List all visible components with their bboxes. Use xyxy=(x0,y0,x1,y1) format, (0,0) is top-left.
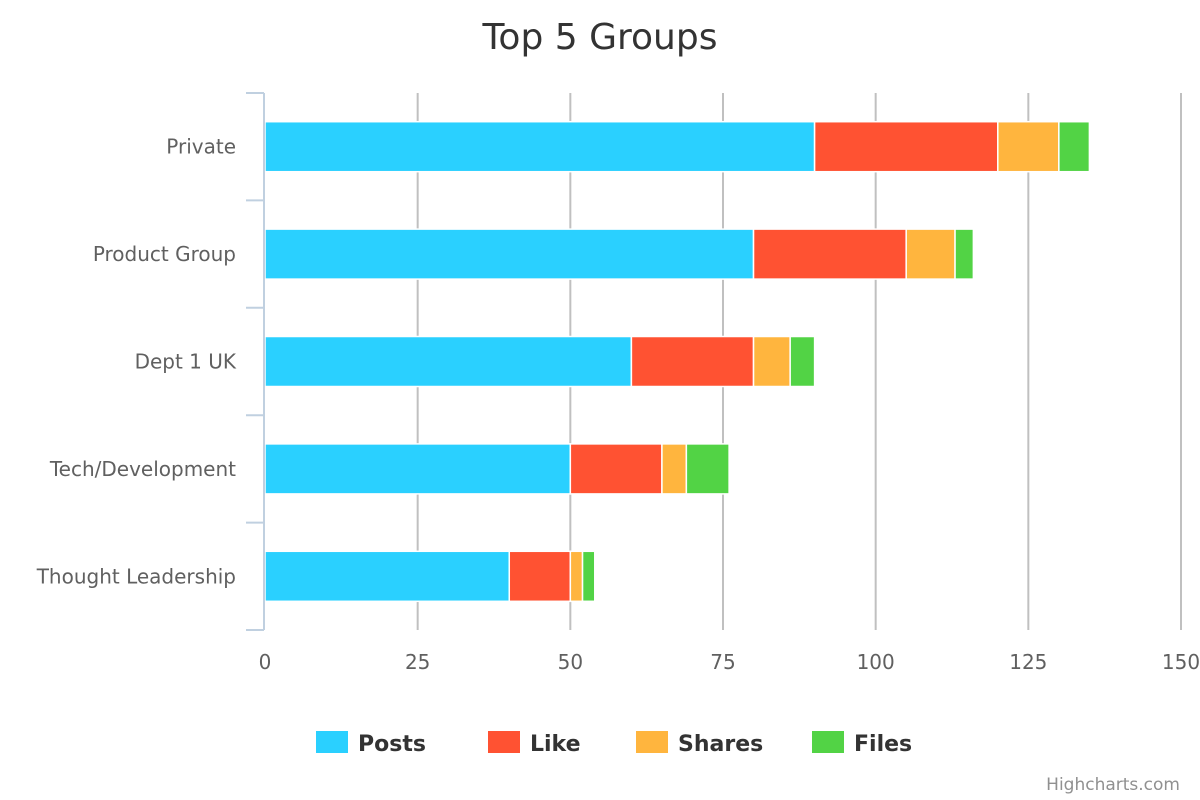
bar-posts[interactable] xyxy=(264,550,511,603)
bar-like[interactable] xyxy=(630,335,755,388)
bar-files[interactable] xyxy=(954,228,975,280)
bar-files[interactable] xyxy=(581,550,596,603)
bar-shares[interactable] xyxy=(752,335,791,388)
bar-shares[interactable] xyxy=(569,550,584,603)
bar-like[interactable] xyxy=(813,120,999,173)
bar-like[interactable] xyxy=(752,228,907,280)
bars xyxy=(264,120,1091,603)
tick-label: 25 xyxy=(405,650,430,674)
bar-shares[interactable] xyxy=(661,443,688,495)
bar-posts[interactable] xyxy=(264,443,572,495)
legend-swatch xyxy=(812,731,844,753)
bar-like[interactable] xyxy=(508,550,572,603)
tick-label: 150 xyxy=(1162,650,1200,674)
tick-label: 100 xyxy=(857,650,895,674)
bar-posts[interactable] xyxy=(264,120,816,173)
bar-files[interactable] xyxy=(685,443,730,495)
legend-item-posts[interactable]: Posts xyxy=(316,731,426,757)
category-label: Thought Leadership xyxy=(36,564,236,588)
legend-item-shares[interactable]: Shares xyxy=(636,731,763,757)
bar-files[interactable] xyxy=(789,335,816,388)
tick-label: 75 xyxy=(710,650,735,674)
legend-label: Like xyxy=(530,732,581,757)
legend-label: Files xyxy=(854,732,912,757)
bar-files[interactable] xyxy=(1058,120,1091,173)
bar-shares[interactable] xyxy=(997,120,1060,173)
category-axis: Private Product Group Dept 1 UK Tech/Develo… xyxy=(36,92,265,631)
tick-label: 50 xyxy=(558,650,583,674)
legend-swatch xyxy=(316,731,348,753)
bar-posts[interactable] xyxy=(264,335,633,388)
bar-like[interactable] xyxy=(569,443,663,495)
legend-swatch xyxy=(636,731,668,753)
legend-label: Shares xyxy=(678,732,763,757)
legend-item-like[interactable]: Like xyxy=(488,731,581,757)
legend-item-files[interactable]: Files xyxy=(812,731,912,757)
value-axis: 0 25 50 75 100 125 150 xyxy=(259,650,1200,674)
tick-label: 0 xyxy=(259,650,272,674)
bar-posts[interactable] xyxy=(264,228,755,280)
chart-title: Top 5 Groups xyxy=(482,17,718,58)
tick-label: 125 xyxy=(1009,650,1047,674)
legend-swatch xyxy=(488,731,520,753)
credits-link[interactable]: Highcharts.com xyxy=(1046,775,1180,795)
category-label: Product Group xyxy=(93,242,236,266)
legend: Posts Like Shares Files xyxy=(316,731,912,757)
bar-shares[interactable] xyxy=(905,228,956,280)
category-label: Tech/Development xyxy=(49,457,236,481)
legend-label: Posts xyxy=(358,732,426,757)
category-label: Private xyxy=(166,135,236,159)
category-label: Dept 1 UK xyxy=(135,350,237,374)
